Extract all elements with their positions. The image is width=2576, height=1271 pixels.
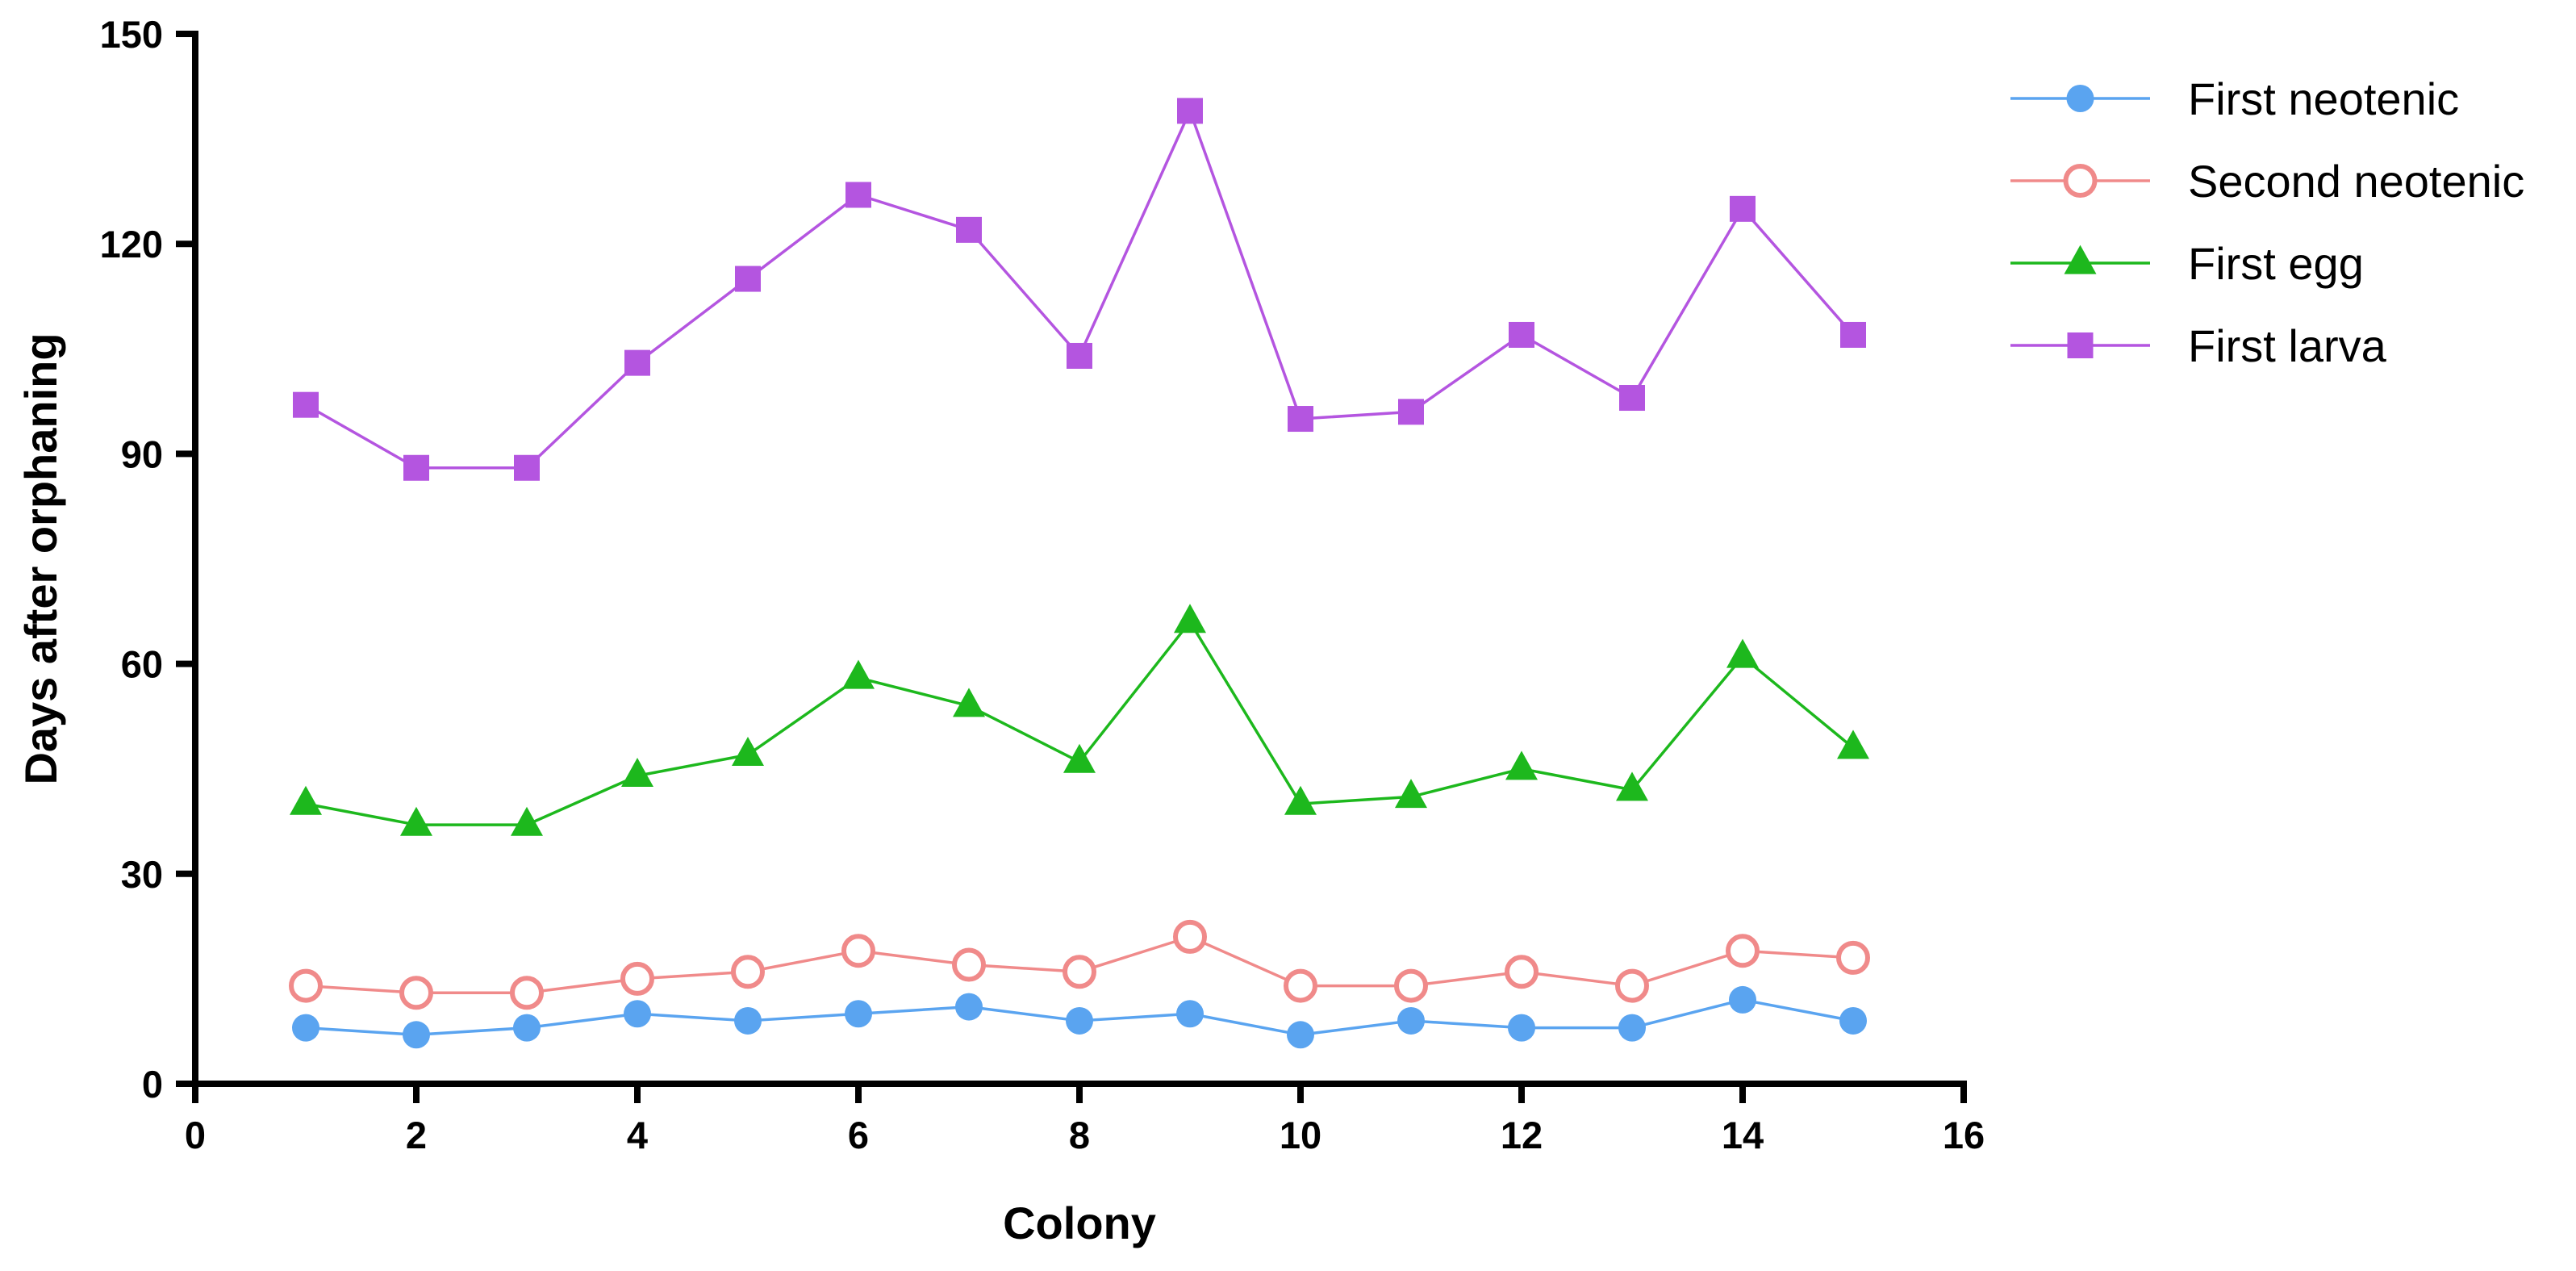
legend-label: First egg: [2188, 238, 2364, 289]
data-point: [1729, 985, 1756, 1014]
data-point: [955, 993, 983, 1021]
data-point: [514, 454, 540, 481]
data-point: [1839, 1006, 1867, 1035]
data-point: [624, 349, 650, 376]
series-first-neotenic: [292, 985, 1867, 1049]
data-point: [620, 961, 654, 996]
data-point: [845, 1000, 872, 1028]
y-tick-label: 90: [121, 433, 163, 475]
y-tick-label: 0: [142, 1063, 163, 1106]
data-point: [1726, 638, 1759, 668]
legend-marker: [2067, 332, 2094, 358]
legend-item: First egg: [2010, 238, 2364, 289]
data-point: [513, 1014, 541, 1042]
data-point: [292, 1014, 319, 1042]
data-point: [1398, 399, 1424, 425]
y-axis-title: Days after orphaning: [15, 332, 66, 784]
data-point: [1173, 919, 1207, 954]
data-point: [1508, 1014, 1535, 1042]
x-tick-label: 8: [1069, 1114, 1090, 1156]
x-tick-label: 16: [1943, 1114, 1985, 1156]
series-first-egg: [290, 604, 1869, 836]
axes: 0 2 4 6 8 10 12 14 16 0 30 60 90 120 150: [100, 13, 1985, 1156]
data-point: [845, 182, 871, 208]
data-point: [1284, 785, 1317, 815]
data-point: [1394, 968, 1428, 1003]
data-point: [732, 737, 764, 767]
data-point: [1397, 1006, 1425, 1035]
data-point: [1616, 771, 1648, 801]
y-tick-label: 60: [121, 643, 163, 686]
x-tick-label: 2: [406, 1114, 427, 1156]
y-tick-label: 150: [100, 13, 163, 56]
data-point: [734, 1006, 762, 1035]
data-point: [621, 758, 653, 788]
legend-item: First neotenic: [2010, 73, 2459, 124]
data-point: [1509, 321, 1534, 348]
x-tick-label: 10: [1280, 1114, 1321, 1156]
data-point: [952, 947, 986, 982]
data-point: [1726, 934, 1760, 968]
data-point: [1063, 955, 1096, 989]
data-point: [403, 1021, 430, 1049]
data-point: [1505, 955, 1539, 989]
data-point: [1618, 1014, 1646, 1042]
data-point: [624, 1000, 651, 1028]
data-point: [510, 976, 544, 1010]
legend-label: Second neotenic: [2188, 156, 2524, 207]
legend-marker: [2066, 85, 2094, 112]
data-point: [1730, 195, 1756, 222]
data-point: [1837, 730, 1869, 759]
y-tick-label: 30: [121, 853, 163, 896]
legend-label: First neotenic: [2188, 73, 2459, 124]
data-point: [731, 955, 765, 989]
data-point: [1176, 1000, 1204, 1028]
data-point: [1066, 1006, 1093, 1035]
data-point: [1288, 406, 1313, 433]
series-first-larva: [293, 98, 1866, 481]
data-point: [1836, 940, 1870, 975]
data-point: [1395, 779, 1427, 809]
x-tick-label: 0: [185, 1114, 206, 1156]
data-point: [1287, 1021, 1314, 1049]
data-point: [842, 659, 875, 689]
legend-item: Second neotenic: [2010, 156, 2524, 207]
x-tick-label: 12: [1501, 1114, 1543, 1156]
y-tick-label: 120: [100, 223, 163, 265]
legend: First neotenic Second neotenic First egg Fi…: [2010, 73, 2524, 371]
data-point: [956, 216, 982, 243]
data-point: [289, 968, 323, 1003]
data-point: [841, 934, 875, 968]
x-tick-label: 4: [627, 1114, 648, 1156]
legend-item: First larva: [2010, 320, 2387, 371]
data-point: [1840, 321, 1866, 348]
x-axis-title: Colony: [1003, 1198, 1156, 1248]
data-point: [1063, 743, 1096, 773]
data-point: [1615, 968, 1649, 1003]
data-point: [1284, 968, 1317, 1003]
data-point: [1174, 604, 1206, 633]
legend-label: First larva: [2188, 320, 2387, 371]
data-point: [399, 976, 433, 1010]
data-point: [953, 688, 985, 717]
x-tick-label: 14: [1722, 1114, 1764, 1156]
legend-marker: [2063, 164, 2098, 198]
data-point: [403, 454, 429, 481]
series-layer: [289, 98, 1870, 1049]
data-point: [735, 265, 761, 292]
data-point: [1505, 750, 1538, 780]
data-point: [1177, 98, 1203, 124]
data-point: [290, 785, 322, 815]
data-point: [511, 806, 543, 836]
data-point: [293, 391, 319, 418]
x-tick-label: 6: [848, 1114, 869, 1156]
legend-marker: [2064, 245, 2097, 274]
series-line: [305, 109, 1855, 470]
data-point: [1619, 385, 1645, 412]
series-second-neotenic: [289, 919, 1870, 1010]
data-point: [400, 806, 432, 836]
data-point: [1067, 342, 1092, 369]
